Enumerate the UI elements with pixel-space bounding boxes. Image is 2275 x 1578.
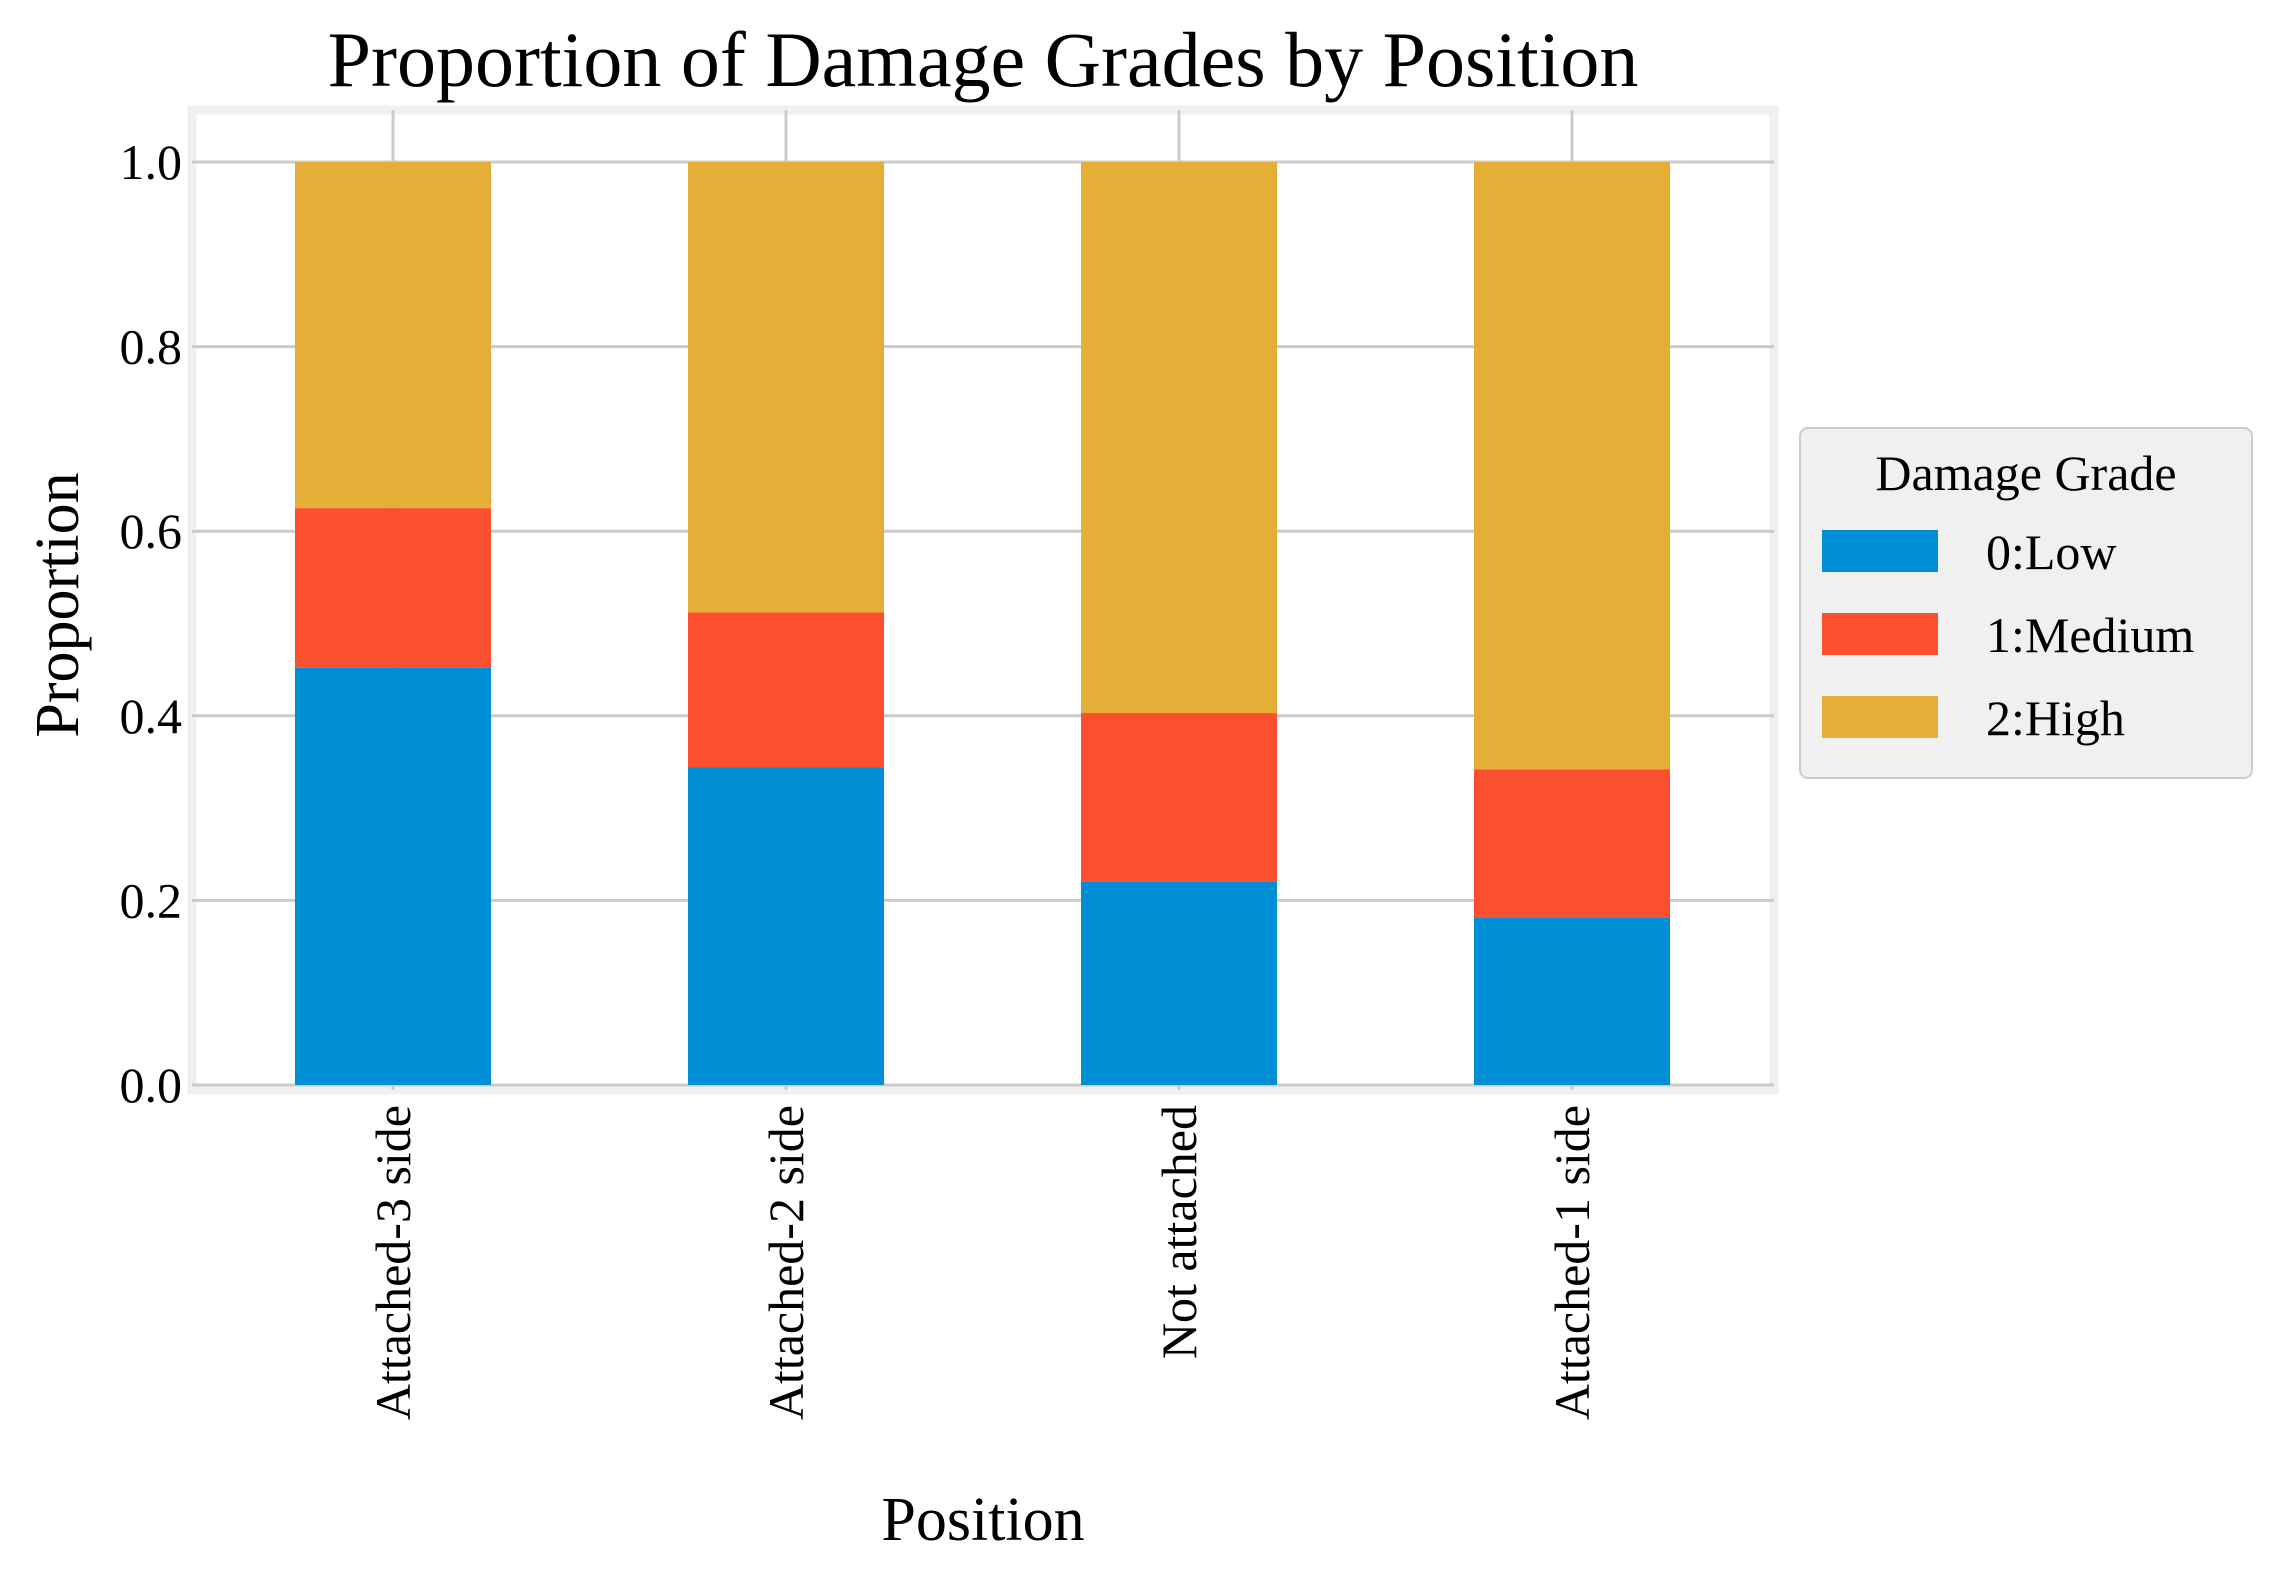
y-axis-ticks: 0.0 0.2 0.4 0.6 0.8 1.0 [120,134,183,1113]
bar-segment [688,612,884,768]
chart-title: Proportion of Damage Grades by Position [328,16,1639,103]
y-tick-label: 0.6 [120,503,183,559]
x-axis-ticks: Attached-3 side Attached-2 side Not attach… [365,1105,1600,1420]
x-tick-label: Attached-1 side [1544,1105,1600,1420]
legend-box [1799,427,2253,779]
bar-segment [1474,162,1670,770]
bar-segment [1081,881,1277,1085]
y-axis-title: Proportion [24,472,92,737]
bar-segment [688,767,884,1085]
legend: Damage Grade 0:Low 1:Medium 2:High [1799,427,2253,779]
legend-swatch [1822,613,1938,655]
bar-segment [688,162,884,613]
bar-segment [295,508,491,668]
legend-swatch [1822,530,1938,572]
bar-segment [1474,917,1670,1085]
legend-label: 1:Medium [1986,607,2194,663]
legend-label: 0:Low [1986,524,2117,580]
legend-items: 0:Low 1:Medium 2:High [1822,524,2194,746]
bar-segment [295,667,491,1085]
legend-label: 2:High [1986,690,2125,746]
x-tick-label: Not attached [1151,1105,1207,1359]
bar-segment [295,162,491,509]
bar-segment [1081,162,1277,714]
x-tick-label: Attached-3 side [365,1105,421,1420]
y-tick-label: 0.2 [120,872,183,928]
y-tick-label: 0.4 [120,688,183,744]
x-axis-title: Position [881,1486,1084,1554]
legend-title: Damage Grade [1875,445,2176,501]
y-tick-label: 0.0 [120,1057,183,1113]
bars [295,162,1670,1085]
y-tick-label: 0.8 [120,319,183,375]
legend-swatch [1822,696,1938,738]
bar-segment [1474,769,1670,918]
plot-frame [187,105,1779,1095]
x-tick-label: Attached-2 side [758,1105,814,1420]
bar-segment [1081,713,1277,882]
y-tick-label: 1.0 [120,134,183,190]
